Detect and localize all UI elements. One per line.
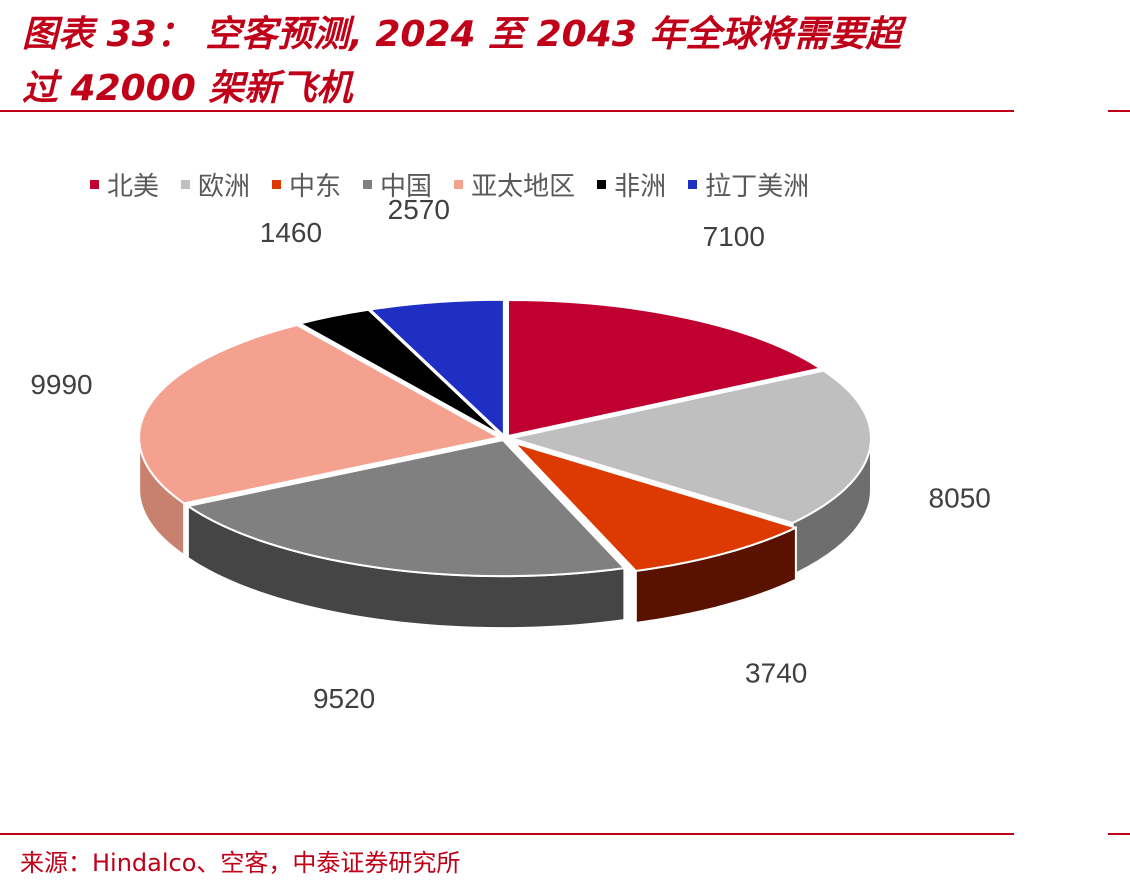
data-label: 9990 [30,369,92,400]
legend-label: 北美 [107,172,160,202]
legend-swatch [454,180,464,189]
data-label: 1460 [260,217,322,248]
pie-slice [509,369,872,524]
legend-item: 亚太地区 [454,166,575,203]
legend-label: 非洲 [614,172,667,202]
legend-swatch [90,180,99,189]
legend-item: 非洲 [597,166,666,203]
data-label: 9520 [313,683,375,714]
legend-swatch [688,180,698,189]
legend-label: 拉丁美洲 [705,172,810,202]
chart-title-line2: 过 42000 架新飞机 [22,68,353,109]
pie-slice [369,298,505,437]
chart-title: 图表 33： 空客预测, 2024 至 2043 年全球将需要超 过 42000… [22,8,1022,116]
pie-slice [507,299,822,438]
legend-item: 欧洲 [181,166,250,203]
pie-slice [513,441,797,572]
legend-swatch [181,180,191,189]
data-label: 3740 [745,657,807,688]
legend-label: 中东 [289,172,342,202]
legend-label: 欧洲 [198,172,251,202]
legend-label: 亚太地区 [471,172,576,202]
source-note: 来源：Hindalco、空客，中泰证券研究所 [20,849,461,877]
data-label: 8050 [929,483,991,514]
chart-title-line1: 图表 33： 空客预测, 2024 至 2043 年全球将需要超 [22,14,902,55]
legend-swatch [363,180,373,189]
legend-item: 中国 [363,166,432,203]
legend-item: 拉丁美洲 [688,166,809,203]
top-divider-stub [1108,110,1130,112]
pie-slice [298,308,504,437]
data-label: 7100 [703,221,765,252]
legend-label: 中国 [380,172,433,202]
pie-slice [186,439,626,578]
legend-item: 中东 [272,166,341,203]
bottom-divider-stub [1108,833,1130,835]
legend-item: 北美 [90,166,159,203]
top-divider [0,110,1014,112]
chart-legend: 北美 欧洲 中东 中国 亚太地区 非洲 拉丁美洲 [90,166,831,203]
data-label: 2570 [388,194,450,225]
pie-slice [138,323,501,505]
bottom-divider [0,833,1014,835]
legend-swatch [272,180,282,189]
legend-swatch [597,180,607,189]
